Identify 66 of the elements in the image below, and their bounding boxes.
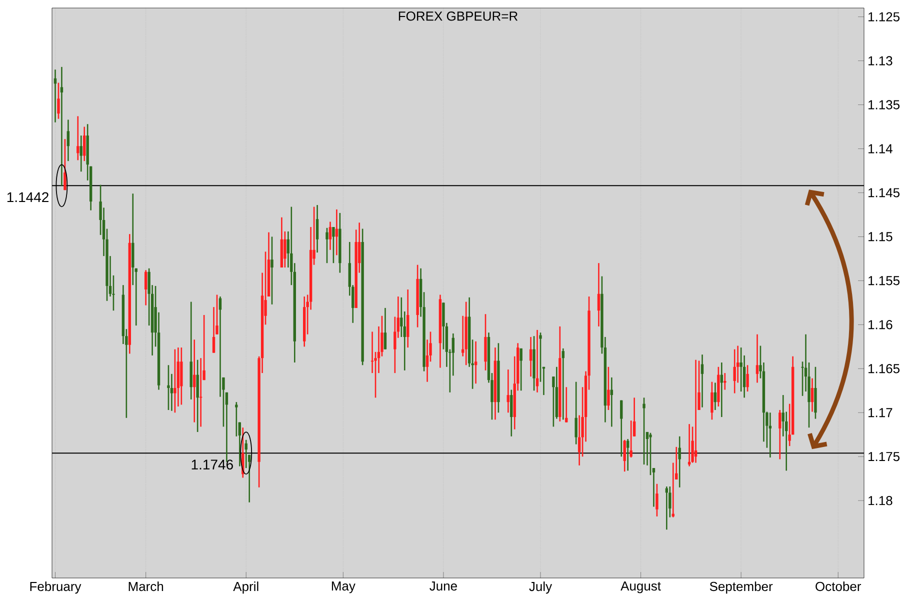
y-tick-label: 1.175: [868, 452, 900, 462]
x-tick-label: March: [128, 582, 164, 592]
x-tick-label: September: [710, 582, 773, 594]
candlestick: [700, 354, 704, 408]
y-tick-label: 1.155: [868, 276, 900, 286]
candlestick: [630, 420, 632, 458]
annotation: 1.1746: [192, 460, 233, 470]
candlestick: [607, 366, 610, 411]
candlestick: [196, 359, 199, 433]
candlestick: [733, 348, 736, 394]
y-tick-label: 1.17: [868, 408, 892, 418]
candlestick: [520, 348, 522, 392]
x-tick-label: August: [620, 582, 661, 594]
candlestick: [144, 269, 148, 306]
candlestick: [270, 236, 274, 306]
candlestick: [694, 359, 698, 464]
candlestick: [384, 307, 387, 350]
candlestick: [216, 294, 218, 335]
candlestick: [778, 409, 782, 460]
candlestick: [810, 378, 814, 412]
y-tick-label: 1.145: [868, 188, 900, 198]
candlestick: [597, 262, 600, 328]
candlestick: [574, 381, 578, 445]
candlestick: [332, 226, 335, 264]
y-tick-label: 1.135: [868, 100, 900, 110]
candlestick: [565, 386, 568, 423]
candlestick: [235, 401, 238, 438]
candlestick: [620, 400, 623, 458]
candlestick: [212, 306, 216, 354]
candlestick: [626, 438, 630, 472]
candlestick: [406, 288, 410, 348]
y-tick-label: 1.15: [868, 232, 892, 242]
candlestick: [714, 382, 717, 411]
candlestick: [562, 348, 564, 420]
x-tick-label: July: [529, 582, 552, 594]
x-tick-label: April: [233, 582, 258, 594]
y-tick-label: 1.125: [868, 12, 900, 22]
x-tick-label: February: [30, 582, 82, 594]
y-tick-label: 1.18: [868, 496, 892, 506]
chart-title: FOREX GBPEUR=R: [398, 12, 518, 21]
annotation: 1.1442: [7, 192, 48, 202]
candlestick: [656, 483, 658, 518]
candlestick: [474, 340, 478, 384]
candlestick: [316, 204, 319, 254]
candlestick: [623, 439, 626, 472]
y-tick-label: 1.13: [868, 56, 892, 66]
candlestick: [746, 364, 749, 392]
candlestick: [539, 332, 542, 382]
candlestick: [649, 432, 652, 476]
candlestick: [710, 381, 714, 420]
x-tick-label: June: [430, 582, 457, 591]
candlestick: [510, 389, 513, 438]
y-tick-label: 1.16: [868, 320, 892, 330]
y-tick-label: 1.14: [868, 144, 892, 154]
y-tick-label: 1.165: [868, 364, 900, 374]
candlestick: [326, 227, 328, 264]
candlestick: [506, 368, 510, 414]
x-tick-label: May: [332, 582, 356, 594]
candlestick: [284, 230, 286, 268]
candlestick: [328, 221, 332, 251]
candlestick: [193, 338, 196, 423]
candlestick: [756, 334, 759, 384]
candlestick: [642, 397, 646, 466]
candlestick: [174, 348, 176, 414]
x-tick-label: October: [816, 582, 862, 592]
candlestick: [167, 364, 170, 411]
